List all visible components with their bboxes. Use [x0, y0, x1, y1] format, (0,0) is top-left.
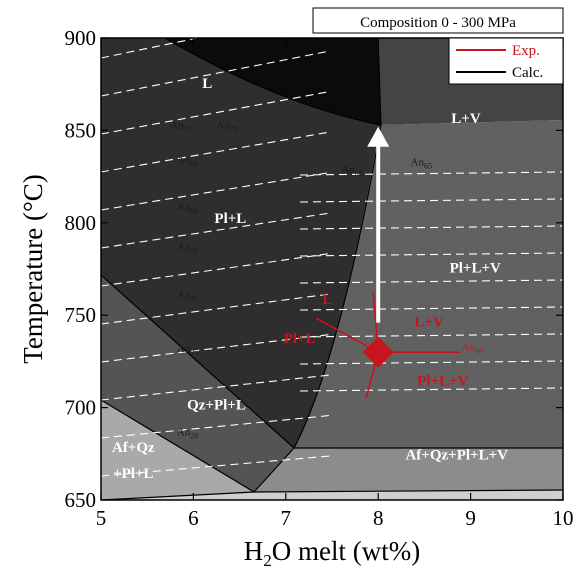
isopleth-line	[299, 360, 563, 365]
y-tick-label: 750	[65, 303, 97, 327]
field-l-region	[165, 38, 381, 125]
an-isopleth-sub: 48	[475, 346, 483, 355]
field-label: L+V	[451, 111, 481, 127]
x-tick-label: 9	[465, 506, 476, 530]
field-label: Af+Qz	[112, 440, 155, 456]
an-isopleth-sub: 55	[190, 247, 198, 256]
field-label: Pl+L+V	[450, 261, 501, 277]
boundary-l-pl	[164, 38, 382, 126]
an-isopleth-sub: 72	[184, 125, 192, 134]
arrow-head	[367, 126, 390, 147]
x-tick-label: 8	[373, 506, 384, 530]
boundary-pl-plv	[293, 124, 382, 449]
an-isopleth-text: An	[341, 164, 355, 176]
legend-box	[448, 37, 564, 85]
an-isopleth-sub: 65	[424, 162, 432, 171]
isopleth-line	[299, 171, 563, 176]
an-isopleth-text: An	[170, 120, 184, 132]
y-tick-label: 900	[65, 26, 97, 50]
an-isopleth-sub: 20	[190, 431, 198, 440]
field-label: Pl+L	[214, 211, 246, 227]
exp-field-label: L+V	[414, 314, 444, 330]
axes-frame	[100, 37, 564, 501]
an-isopleth-text: An	[177, 201, 191, 213]
an-isopleth-text: An	[177, 343, 191, 355]
an-isopleth-sub: 35	[190, 348, 198, 357]
an-isopleth-text: An	[217, 120, 231, 132]
x-tick-label: 7	[281, 506, 292, 530]
exp-field-label: Pl+L+V	[417, 373, 468, 389]
legend: Exp. Calc.	[448, 37, 564, 85]
an-isopleth-label: An70	[217, 120, 238, 134]
an-isopleth-text: An	[177, 155, 191, 167]
exp-field-label: L	[322, 292, 332, 308]
an-isopleth-label: An48	[461, 341, 482, 355]
an-isopleth-sub: 70	[230, 125, 238, 134]
an-isopleth-text: An	[461, 341, 475, 353]
legend-exp-label: Exp.	[512, 43, 540, 59]
an-isopleth-label: An55	[177, 242, 198, 256]
exp-point-marker	[362, 336, 394, 368]
an-isopleth-text: An	[177, 290, 191, 302]
boundary-af-bottom	[101, 489, 563, 500]
isopleth-line	[299, 279, 563, 284]
an-isopleth-label: An60	[177, 201, 198, 215]
boundary-qz-afv	[253, 447, 295, 493]
an-isopleth-label: An72	[170, 120, 191, 134]
y-axis-label: Temperature (°C)	[18, 174, 48, 364]
isopleth-line	[299, 333, 563, 338]
an-isopleth-sub: 65	[190, 160, 198, 169]
an-isopleth-label: An65	[411, 157, 432, 171]
y-tick-label: 650	[65, 488, 97, 512]
y-tick-label: 700	[65, 396, 97, 420]
legend-calc-label: Calc.	[512, 65, 543, 81]
an-isopleth-label: An35	[177, 343, 198, 357]
field-label: L	[202, 76, 212, 92]
an-isopleth-label: An20	[177, 426, 198, 440]
boundary-l-lv	[377, 38, 382, 126]
field-pl-l-v-region	[294, 120, 563, 448]
an-isopleth-label: An65	[177, 155, 198, 169]
isopleth-line	[299, 387, 563, 392]
bottom-band-region	[101, 490, 563, 500]
boundary-pl-qz	[101, 274, 295, 449]
field-label: Qz+Pl+L	[187, 397, 246, 413]
field-af-qz-pl-l-v-region	[254, 448, 563, 492]
x-tick-label: 6	[188, 506, 199, 530]
an-isopleth-text: An	[177, 426, 191, 438]
an-isopleth-sub: 45	[190, 295, 198, 304]
chart-title-box	[312, 7, 564, 34]
field-qz-pl-l-region	[101, 275, 294, 492]
chart-title: Composition 0 - 300 MPa	[360, 15, 516, 31]
field-pl-l-region	[101, 38, 380, 448]
field-label: Af+Qz+Pl+L+V	[405, 447, 508, 463]
an-isopleth-sub: 68	[355, 169, 363, 178]
isopleth-line	[299, 198, 563, 203]
an-isopleth-label: An68	[341, 164, 362, 178]
y-tick-label: 800	[65, 211, 97, 235]
x-tick-label: 5	[96, 506, 107, 530]
boundary-qz-af	[101, 399, 255, 493]
isopleth-line	[101, 0, 330, 20]
an-isopleth-text: An	[411, 157, 425, 169]
exp-boundary-l-pl	[315, 317, 379, 353]
an-isopleth-text: An	[177, 242, 191, 254]
x-axis-label: H2O melt (wt%)	[244, 536, 420, 570]
field-af-qz-pl-l-region	[101, 400, 254, 500]
an-isopleth-sub: 60	[190, 206, 198, 215]
isopleth-line	[299, 252, 563, 257]
an-isopleth-label: An45	[177, 290, 198, 304]
field-label: +Pl+L	[113, 466, 153, 482]
y-tick-label: 850	[65, 118, 97, 142]
x-tick-label: 10	[553, 506, 574, 530]
exp-field-label: Pl+L	[284, 331, 316, 347]
isopleth-line	[299, 306, 563, 311]
isopleth-line	[299, 225, 563, 230]
